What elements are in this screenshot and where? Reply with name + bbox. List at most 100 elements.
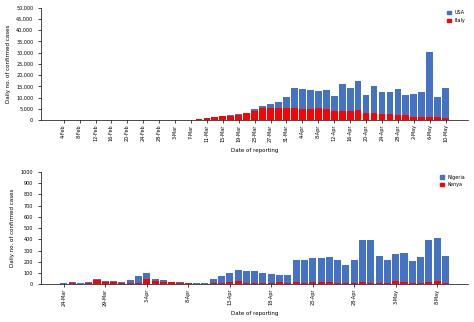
Bar <box>176 281 183 283</box>
Bar <box>375 283 383 284</box>
Bar <box>315 91 322 108</box>
Bar <box>379 92 385 114</box>
Bar <box>226 282 233 284</box>
Bar <box>355 110 362 120</box>
Bar <box>211 117 218 120</box>
Bar <box>409 283 416 284</box>
Bar <box>259 107 266 109</box>
Y-axis label: Daily no. of confirmed cases: Daily no. of confirmed cases <box>6 25 10 103</box>
Bar <box>309 281 316 284</box>
Bar <box>363 113 369 120</box>
Bar <box>236 115 242 120</box>
Bar <box>347 111 354 120</box>
Bar <box>410 94 417 117</box>
Bar <box>160 281 167 284</box>
Bar <box>371 113 377 120</box>
Bar <box>284 275 292 283</box>
Bar <box>218 283 225 284</box>
Bar <box>442 89 449 118</box>
Bar <box>387 114 393 120</box>
Bar <box>93 280 100 284</box>
Bar <box>371 86 377 113</box>
Bar <box>275 108 282 120</box>
Bar <box>307 90 314 109</box>
Bar <box>228 115 234 116</box>
X-axis label: Date of reporting: Date of reporting <box>231 311 278 317</box>
Bar <box>251 109 258 111</box>
Bar <box>315 108 322 120</box>
Bar <box>434 238 441 281</box>
Bar <box>235 281 242 284</box>
Bar <box>226 273 233 282</box>
Bar <box>401 281 408 284</box>
Legend: Nigeria, Kenya: Nigeria, Kenya <box>438 173 467 189</box>
Bar <box>243 112 250 113</box>
Bar <box>235 270 242 281</box>
Bar <box>60 283 67 284</box>
Y-axis label: Daily no. of confirmed cases: Daily no. of confirmed cases <box>10 189 15 267</box>
Bar <box>434 97 441 117</box>
Bar <box>419 117 425 120</box>
Bar <box>127 280 134 283</box>
Bar <box>118 283 126 284</box>
Bar <box>102 281 109 282</box>
Bar <box>307 109 314 120</box>
Bar <box>85 283 92 284</box>
Bar <box>351 260 358 283</box>
Bar <box>351 283 358 284</box>
Bar <box>135 283 142 284</box>
Bar <box>203 118 210 120</box>
Bar <box>276 282 283 284</box>
Bar <box>417 257 424 283</box>
Bar <box>339 84 346 111</box>
Bar <box>326 282 333 284</box>
Bar <box>426 52 433 117</box>
Bar <box>367 240 374 283</box>
Bar <box>392 281 399 284</box>
Bar <box>309 258 316 281</box>
Bar <box>143 279 150 284</box>
Bar <box>292 282 300 284</box>
Bar <box>434 117 441 120</box>
Bar <box>176 283 183 284</box>
Bar <box>268 274 275 283</box>
Bar <box>185 282 192 283</box>
Bar <box>326 257 333 282</box>
Bar <box>367 283 374 284</box>
Bar <box>135 277 142 283</box>
Bar <box>188 119 194 120</box>
Bar <box>442 118 449 120</box>
Bar <box>276 275 283 282</box>
Bar <box>347 88 354 111</box>
Bar <box>127 283 134 284</box>
Bar <box>425 282 432 284</box>
Bar <box>434 281 441 284</box>
Bar <box>379 114 385 120</box>
Bar <box>284 283 292 284</box>
Bar <box>77 283 84 284</box>
Bar <box>387 91 393 114</box>
Bar <box>384 283 391 284</box>
Bar <box>426 117 433 120</box>
Bar <box>318 258 325 282</box>
Bar <box>268 283 275 284</box>
Bar <box>318 282 325 284</box>
Bar <box>152 279 159 281</box>
Bar <box>291 108 298 120</box>
Bar <box>218 276 225 283</box>
Bar <box>201 283 209 284</box>
Bar <box>283 97 290 108</box>
Bar <box>196 119 202 120</box>
Bar <box>228 116 234 120</box>
Bar <box>243 271 250 283</box>
Bar <box>355 81 362 110</box>
Bar <box>334 283 341 284</box>
Bar <box>301 283 308 284</box>
Bar <box>342 283 349 284</box>
Bar <box>259 273 266 283</box>
Bar <box>331 110 337 120</box>
Bar <box>375 256 383 283</box>
Bar <box>152 281 159 284</box>
Bar <box>442 256 449 283</box>
Bar <box>425 241 432 282</box>
